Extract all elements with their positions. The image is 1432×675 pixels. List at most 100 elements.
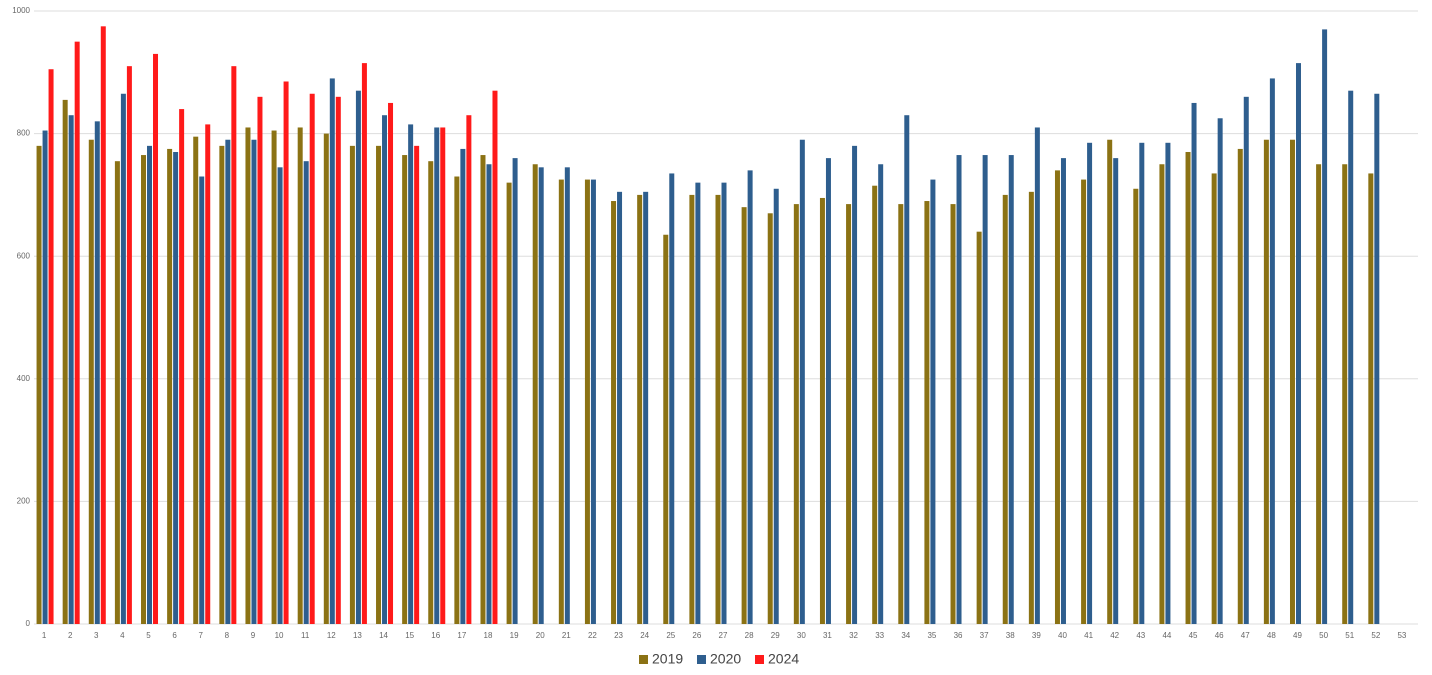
x-tick-label: 42	[1110, 631, 1119, 640]
x-tick-label: 1	[42, 631, 47, 640]
x-tick-label: 7	[199, 631, 204, 640]
bar	[1342, 164, 1347, 624]
bar	[440, 127, 445, 624]
bar	[95, 121, 100, 624]
x-tick-label: 10	[275, 631, 284, 640]
bar	[1186, 152, 1191, 624]
bar	[205, 124, 210, 624]
bar	[414, 146, 419, 624]
x-tick-label: 52	[1371, 631, 1380, 640]
bar	[977, 232, 982, 624]
x-tick-label: 31	[823, 631, 832, 640]
bar	[716, 195, 721, 624]
bar	[1244, 97, 1249, 624]
x-tick-label: 18	[484, 631, 493, 640]
x-tick-label: 21	[562, 631, 571, 640]
bar	[1374, 94, 1379, 624]
bar	[225, 140, 230, 624]
bar	[1264, 140, 1269, 624]
bar	[428, 161, 433, 624]
bar	[924, 201, 929, 624]
bar	[89, 140, 94, 624]
bar	[1055, 170, 1060, 624]
x-tick-label: 28	[745, 631, 754, 640]
bar	[794, 204, 799, 624]
bar	[376, 146, 381, 624]
bar	[846, 204, 851, 624]
bar	[1139, 143, 1144, 624]
bar	[1133, 189, 1138, 624]
bar	[153, 54, 158, 624]
page: 0200400600800100012345678910111213141516…	[0, 0, 1432, 675]
bar	[774, 189, 779, 624]
x-tick-label: 3	[94, 631, 99, 640]
bar	[115, 161, 120, 624]
bar	[310, 94, 315, 624]
bar	[1003, 195, 1008, 624]
x-tick-label: 5	[146, 631, 151, 640]
bar	[800, 140, 805, 624]
bar	[539, 167, 544, 624]
x-tick-label: 47	[1241, 631, 1250, 640]
bar	[617, 192, 622, 624]
x-tick-label: 2	[68, 631, 73, 640]
bar	[454, 177, 459, 624]
bar	[533, 164, 538, 624]
x-tick-label: 16	[431, 631, 440, 640]
bar	[460, 149, 465, 624]
y-tick-label: 1000	[12, 6, 30, 15]
bar	[1218, 118, 1223, 624]
bar	[272, 131, 277, 624]
y-tick-label: 400	[17, 374, 31, 383]
bar	[173, 152, 178, 624]
x-tick-label: 29	[771, 631, 780, 640]
bar	[1061, 158, 1066, 624]
x-tick-label: 35	[927, 631, 936, 640]
x-tick-label: 43	[1136, 631, 1145, 640]
bar	[257, 97, 262, 624]
bar	[852, 146, 857, 624]
bar	[983, 155, 988, 624]
bar	[167, 149, 172, 624]
bar	[231, 66, 236, 624]
bar	[1290, 140, 1295, 624]
bar	[480, 155, 485, 624]
bar	[324, 134, 329, 624]
y-tick-label: 0	[26, 619, 31, 628]
bar	[742, 207, 747, 624]
bar	[898, 204, 903, 624]
x-tick-label: 22	[588, 631, 597, 640]
bar	[878, 164, 883, 624]
bar	[121, 94, 126, 624]
chart: 0200400600800100012345678910111213141516…	[0, 0, 1432, 670]
bar	[147, 146, 152, 624]
bar	[245, 127, 250, 624]
bar	[362, 63, 367, 624]
bar	[722, 183, 727, 624]
x-tick-label: 38	[1006, 631, 1015, 640]
x-tick-label: 37	[980, 631, 989, 640]
bar	[1316, 164, 1321, 624]
legend-swatch	[697, 655, 706, 664]
x-tick-label: 51	[1345, 631, 1354, 640]
bar	[820, 198, 825, 624]
bar	[1029, 192, 1034, 624]
x-tick-label: 15	[405, 631, 414, 640]
x-tick-label: 33	[875, 631, 884, 640]
bar	[1212, 173, 1217, 624]
bar	[336, 97, 341, 624]
bar	[1368, 173, 1373, 624]
x-tick-label: 44	[1162, 631, 1171, 640]
x-tick-label: 36	[954, 631, 963, 640]
x-tick-label: 11	[301, 631, 310, 640]
bar	[298, 127, 303, 624]
x-tick-label: 14	[379, 631, 388, 640]
bar	[1107, 140, 1112, 624]
x-tick-label: 32	[849, 631, 858, 640]
bar	[904, 115, 909, 624]
bar	[1087, 143, 1092, 624]
bar	[695, 183, 700, 624]
x-tick-label: 6	[172, 631, 177, 640]
bar	[37, 146, 42, 624]
bar	[69, 115, 74, 624]
